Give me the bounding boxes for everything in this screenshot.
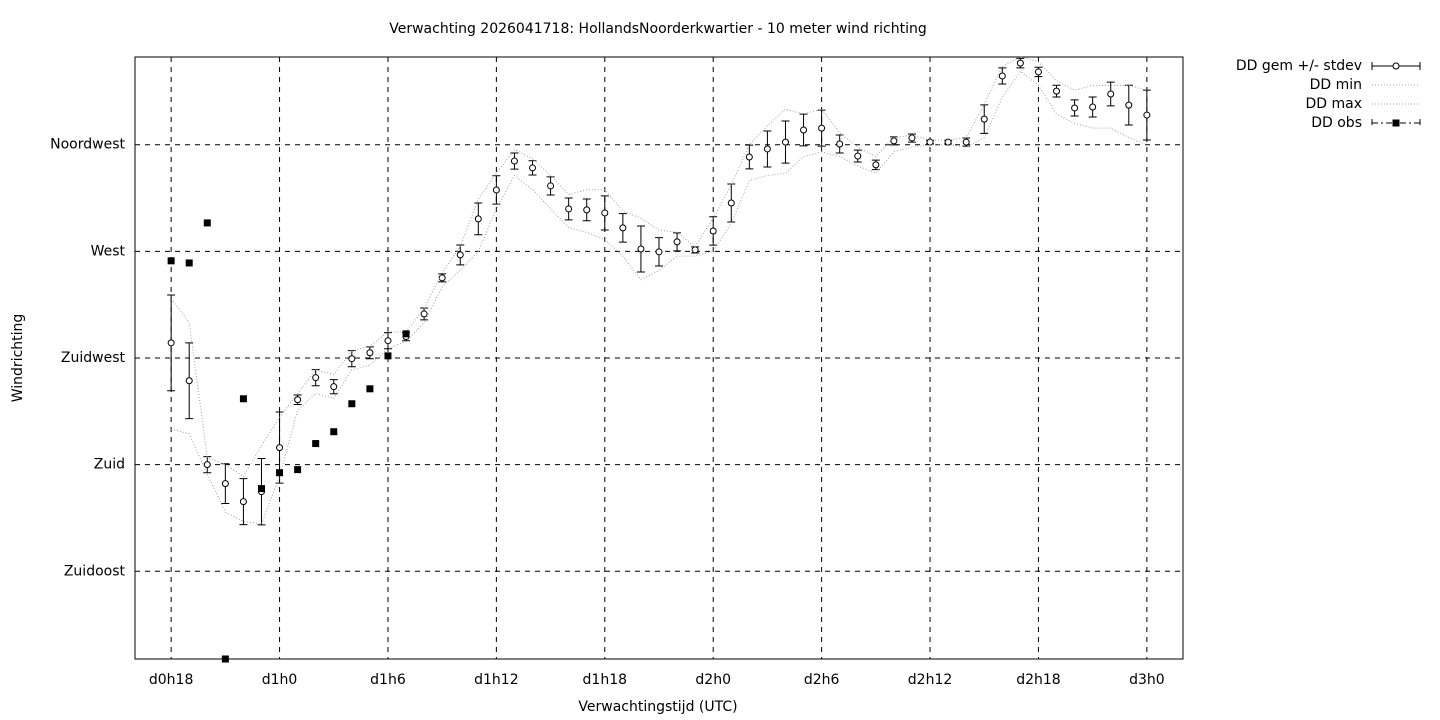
obs-point [185, 259, 193, 267]
legend-symbol [1392, 62, 1400, 70]
data-point [781, 138, 789, 146]
data-point [330, 383, 338, 391]
y-tick-label: West [91, 243, 126, 259]
range-line [170, 56, 1147, 478]
data-point [763, 145, 771, 153]
data-point [474, 215, 482, 223]
obs-point [203, 219, 211, 227]
x-tick-label: d1h6 [370, 672, 406, 688]
y-tick-label: Noordwest [50, 137, 125, 153]
legend-label: DD obs [1311, 115, 1362, 131]
legend-label: DD max [1305, 96, 1362, 112]
data-point [601, 209, 609, 217]
data-point [818, 124, 826, 132]
data-point [456, 251, 464, 259]
x-tick-label: d1h18 [583, 672, 627, 688]
obs-point [330, 428, 338, 436]
chart-title: Verwachting 2026041718: HollandsNoorderk… [389, 21, 926, 37]
legend-label: DD min [1310, 77, 1362, 93]
data-point [800, 126, 808, 134]
data-point [1016, 59, 1024, 67]
data-point [276, 444, 284, 452]
x-tick-label: d2h18 [1016, 672, 1060, 688]
data-point [980, 115, 988, 123]
x-tick-label: d3h0 [1129, 672, 1165, 688]
data-point [185, 377, 193, 385]
data-point [294, 396, 302, 404]
data-point [655, 248, 663, 256]
data-point [366, 349, 374, 357]
obs-point [348, 400, 356, 408]
obs-point [239, 395, 247, 403]
data-point [529, 164, 537, 172]
obs-point [257, 485, 265, 493]
data-point [1089, 103, 1097, 111]
x-tick-label: d1h0 [262, 672, 298, 688]
y-tick-label: Zuid [94, 457, 125, 473]
data-point [890, 137, 898, 145]
data-point [239, 498, 247, 506]
data-point [854, 152, 862, 160]
data-point [420, 310, 428, 318]
data-point [673, 238, 681, 246]
x-axis-label: Verwachtingstijd (UTC) [578, 699, 737, 715]
obs-point [312, 440, 320, 448]
y-tick-label: Zuidoost [64, 563, 126, 579]
data-point [1125, 101, 1133, 109]
data-point [547, 182, 555, 190]
obs-point [276, 469, 284, 477]
x-tick-label: d0h18 [149, 672, 193, 688]
x-tick-label: d2h6 [804, 672, 840, 688]
data-point [492, 186, 500, 194]
data-point [998, 72, 1006, 80]
obs-point [221, 655, 229, 663]
data-point [872, 161, 880, 169]
data-point [836, 140, 844, 148]
obs-point [366, 385, 374, 393]
data-point [221, 480, 229, 488]
data-point [312, 374, 320, 382]
data-point [1034, 68, 1042, 76]
data-point [565, 205, 573, 213]
data-point [348, 355, 356, 363]
data-point [510, 157, 518, 165]
y-axis-label: Windrichting [10, 314, 26, 403]
data-point [691, 246, 699, 254]
data-point [203, 461, 211, 469]
legend-symbol [1392, 119, 1400, 127]
obs-point [384, 352, 392, 360]
data-point [619, 224, 627, 232]
data-point [1071, 104, 1079, 112]
data-point [637, 245, 645, 253]
legend-label: DD gem +/- stdev [1236, 58, 1362, 74]
data-point [908, 134, 916, 142]
obs-point [294, 466, 302, 474]
x-tick-label: d2h12 [908, 672, 952, 688]
data-point [1143, 111, 1151, 119]
range-line [171, 70, 1148, 525]
data-point [745, 153, 753, 161]
data-point [167, 339, 175, 347]
data-point [962, 138, 970, 146]
data-point [1053, 87, 1061, 95]
y-tick-label: Zuidwest [61, 350, 126, 366]
x-tick-label: d2h0 [695, 672, 731, 688]
data-point [583, 206, 591, 214]
data-point [1107, 90, 1115, 98]
data-point [727, 199, 735, 207]
data-point [384, 337, 392, 345]
obs-point [167, 257, 175, 265]
obs-point [402, 330, 410, 338]
x-tick-label: d1h12 [474, 672, 518, 688]
data-point [709, 227, 717, 235]
